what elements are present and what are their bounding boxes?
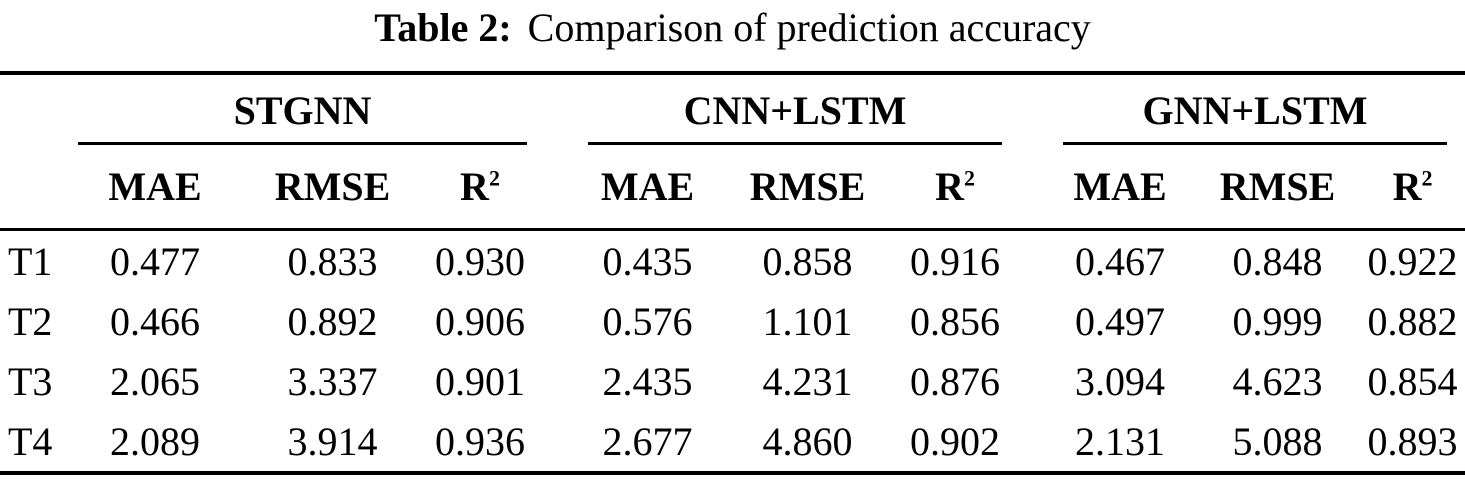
- metric-header-r2: R2: [415, 145, 545, 231]
- group-gap: [1020, 71, 1046, 145]
- data-cell: 0.497: [1075, 298, 1166, 344]
- row-label: T4: [0, 411, 60, 475]
- row-label: T1: [8, 238, 53, 284]
- table-row-t1: T1 0.477 0.833 0.930 0.435 0.858 0.916 0…: [0, 230, 1465, 292]
- data-cell: 3.337: [287, 358, 378, 404]
- data-cell: 0.854: [1367, 358, 1458, 404]
- data-cell: 0.999: [1232, 298, 1323, 344]
- data-cell: 0.833: [287, 238, 378, 284]
- group-gap: [545, 71, 570, 145]
- data-cell: 0.467: [1075, 238, 1166, 284]
- table-row-t4: T4 2.089 3.914 0.936 2.677 4.860 0.902 2…: [0, 411, 1465, 475]
- data-cell: 0.893: [1360, 411, 1465, 475]
- data-cell: 0.936: [415, 411, 545, 475]
- group-gap: [545, 291, 570, 351]
- group-gap: [545, 411, 570, 475]
- data-cell: 0.858: [762, 238, 853, 284]
- caption-label: Table 2:: [374, 5, 512, 50]
- data-cell: 0.435: [602, 238, 693, 284]
- metric-header-rmse: RMSE: [725, 145, 890, 231]
- data-cell: 0.876: [910, 358, 1000, 404]
- data-cell: 1.101: [762, 298, 853, 344]
- metric-header-mae: MAE: [60, 145, 250, 231]
- data-cell: 0.882: [1367, 298, 1458, 344]
- caption-text: Comparison of prediction accuracy: [527, 5, 1091, 50]
- row-label: T2: [8, 298, 53, 344]
- data-cell: 2.677: [570, 411, 725, 475]
- group-header-cnn-lstm: CNN+LSTM: [570, 71, 1021, 147]
- data-cell: 0.930: [435, 238, 525, 284]
- corner-cell: [0, 145, 60, 231]
- metric-header-mae: MAE: [570, 145, 725, 231]
- group-gap: [1020, 145, 1046, 231]
- data-cell: 2.435: [602, 358, 693, 404]
- metric-header-r2: R2: [890, 145, 1021, 231]
- results-table: STGNN CNN+LSTM GNN+LSTM MAE RMSE R2 MAE …: [0, 71, 1465, 475]
- data-cell: 3.094: [1075, 358, 1166, 404]
- data-cell: 3.914: [250, 411, 415, 475]
- group-header-stgnn: STGNN: [60, 71, 545, 147]
- data-cell: 0.477: [110, 238, 200, 284]
- metric-header-r2: R2: [1360, 145, 1465, 231]
- data-cell: 0.892: [287, 298, 378, 344]
- metric-header-mae: MAE: [1045, 145, 1196, 231]
- data-cell: 2.131: [1045, 411, 1196, 475]
- group-gap: [1020, 230, 1045, 292]
- data-cell: 0.916: [910, 238, 1000, 284]
- data-cell: 2.089: [60, 411, 250, 475]
- table-caption: Table 2: Comparison of prediction accurac…: [0, 5, 1465, 51]
- data-cell: 4.623: [1232, 358, 1323, 404]
- data-cell: 0.576: [602, 298, 693, 344]
- table-row-t3: T3 2.065 3.337 0.901 2.435 4.231 0.876 3…: [0, 351, 1465, 411]
- data-cell: 4.231: [762, 358, 853, 404]
- data-cell: 2.065: [110, 358, 200, 404]
- data-cell: 0.466: [110, 298, 200, 344]
- group-gap: [1020, 411, 1046, 475]
- data-cell: 4.860: [725, 411, 890, 475]
- group-header-gnn-lstm: GNN+LSTM: [1045, 71, 1465, 147]
- data-cell: 0.922: [1367, 238, 1458, 284]
- data-cell: 0.901: [435, 358, 525, 404]
- table-row-t2: T2 0.466 0.892 0.906 0.576 1.101 0.856 0…: [0, 291, 1465, 351]
- group-gap: [545, 351, 570, 411]
- group-gap: [1020, 351, 1045, 411]
- row-label: T3: [8, 358, 53, 404]
- group-gap: [545, 230, 570, 292]
- data-cell: 5.088: [1195, 411, 1361, 475]
- metric-header-rmse: RMSE: [1195, 145, 1361, 231]
- data-cell: 0.848: [1232, 238, 1323, 284]
- corner-cell: [0, 71, 60, 145]
- metric-header-rmse: RMSE: [250, 145, 415, 231]
- data-cell: 0.906: [435, 298, 525, 344]
- group-gap: [545, 145, 570, 231]
- group-gap: [1020, 291, 1045, 351]
- data-cell: 0.902: [890, 411, 1021, 475]
- data-cell: 0.856: [910, 298, 1000, 344]
